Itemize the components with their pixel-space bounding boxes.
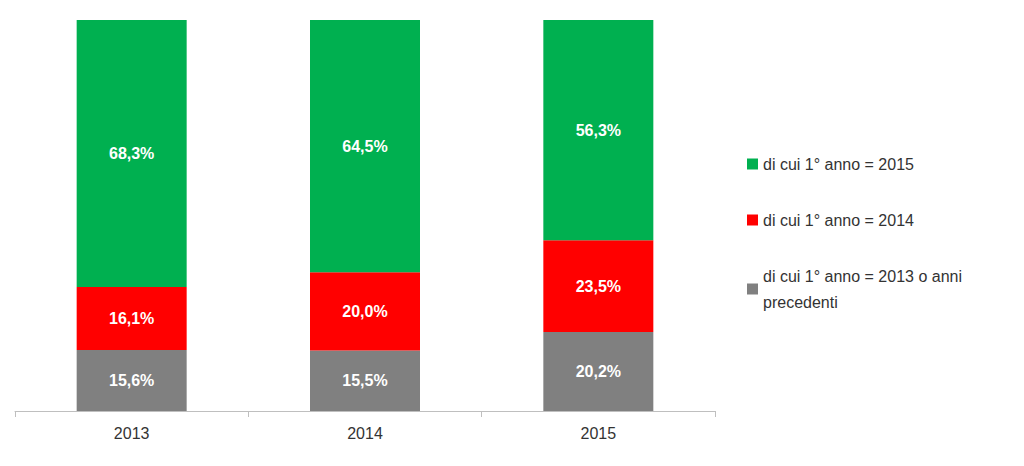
svg-text:20,0%: 20,0% — [342, 303, 387, 320]
svg-text:16,1%: 16,1% — [109, 310, 154, 327]
svg-text:precedenti: precedenti — [763, 294, 838, 311]
svg-text:15,6%: 15,6% — [109, 372, 154, 389]
svg-text:2014: 2014 — [347, 425, 383, 442]
svg-text:di cui 1° anno = 2015: di cui 1° anno = 2015 — [763, 156, 914, 173]
svg-text:56,3%: 56,3% — [576, 122, 621, 139]
svg-text:23,5%: 23,5% — [576, 278, 621, 295]
svg-text:di cui 1° anno = 2014: di cui 1° anno = 2014 — [763, 212, 914, 229]
svg-text:68,3%: 68,3% — [109, 145, 154, 162]
svg-text:15,5%: 15,5% — [342, 372, 387, 389]
svg-text:64,5%: 64,5% — [342, 138, 387, 155]
svg-text:20,2%: 20,2% — [576, 363, 621, 380]
svg-text:2013: 2013 — [114, 425, 150, 442]
svg-text:2015: 2015 — [581, 425, 617, 442]
svg-text:di cui 1° anno = 2013 o anni: di cui 1° anno = 2013 o anni — [763, 268, 966, 285]
